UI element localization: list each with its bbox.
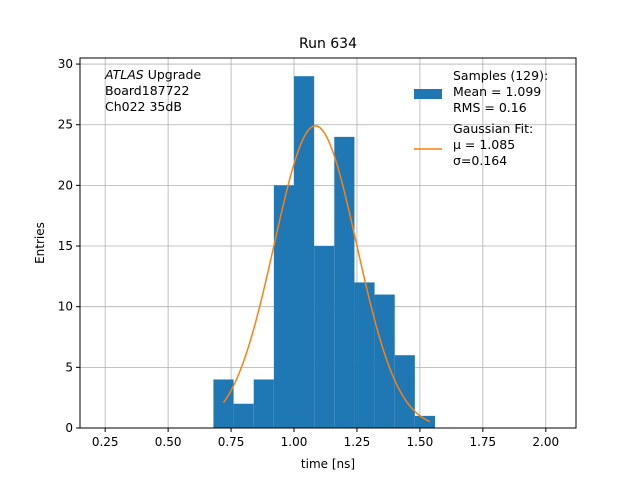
histogram-bar-2 [253,379,274,428]
histogram-bar-9 [394,355,415,428]
histogram-bar-1 [233,403,254,428]
chart-title: Run 634 [299,36,357,52]
annotation-text-1: Board187722 [105,83,189,98]
annotation-atlas-italic: ATLAS [104,67,144,82]
y-tick-label-4: 20 [58,178,73,192]
y-axis-label: Entries [33,222,47,264]
annotation-line-0: ATLAS Upgrade [104,67,201,82]
y-tick-label-1: 5 [65,360,73,374]
x-axis-label: time [ns] [301,457,355,471]
legend-gaussian-line-1: μ = 1.085 [453,137,515,152]
histogram-bar-10 [414,415,436,428]
legend-samples-line-0: Samples (129): [453,68,548,83]
legend-samples-line-2: RMS = 0.16 [453,100,527,115]
x-tick-label-5: 1.50 [407,435,434,449]
histogram-bar-6 [334,136,355,428]
histogram-bar-8 [374,294,395,428]
annotation-text-0: Upgrade [144,67,202,82]
y-tick-label-0: 0 [65,421,73,435]
y-tick-label-2: 10 [58,300,73,314]
histogram-bar-5 [314,246,335,428]
legend-patch-samples [414,89,442,99]
x-tick-label-1: 0.50 [155,435,182,449]
x-tick-label-2: 0.75 [218,435,245,449]
y-tick-label-6: 30 [58,57,73,71]
x-tick-label-6: 1.75 [469,435,496,449]
x-tick-label-0: 0.25 [92,435,119,449]
legend-gaussian-line-0: Gaussian Fit: [453,121,533,136]
annotation-text-2: Ch022 35dB [105,99,182,114]
histogram-bar-4 [294,76,315,429]
x-tick-label-3: 1.00 [281,435,308,449]
legend-gaussian-line-2: σ=0.164 [453,153,507,168]
y-tick-label-3: 15 [58,239,73,253]
gaussian-fit-line [222,125,431,423]
histogram-bar-0 [213,379,234,428]
x-tick-label-4: 1.25 [344,435,371,449]
x-tick-label-7: 2.00 [532,435,559,449]
histogram-bar-3 [273,185,295,428]
axes-frame [79,57,577,429]
histogram-bar-7 [354,282,375,428]
annotation-line-2: Ch022 35dB [105,99,182,114]
annotation-line-1: Board187722 [105,83,189,98]
legend-samples-line-1: Mean = 1.099 [453,84,541,99]
y-tick-label-5: 25 [58,118,73,132]
